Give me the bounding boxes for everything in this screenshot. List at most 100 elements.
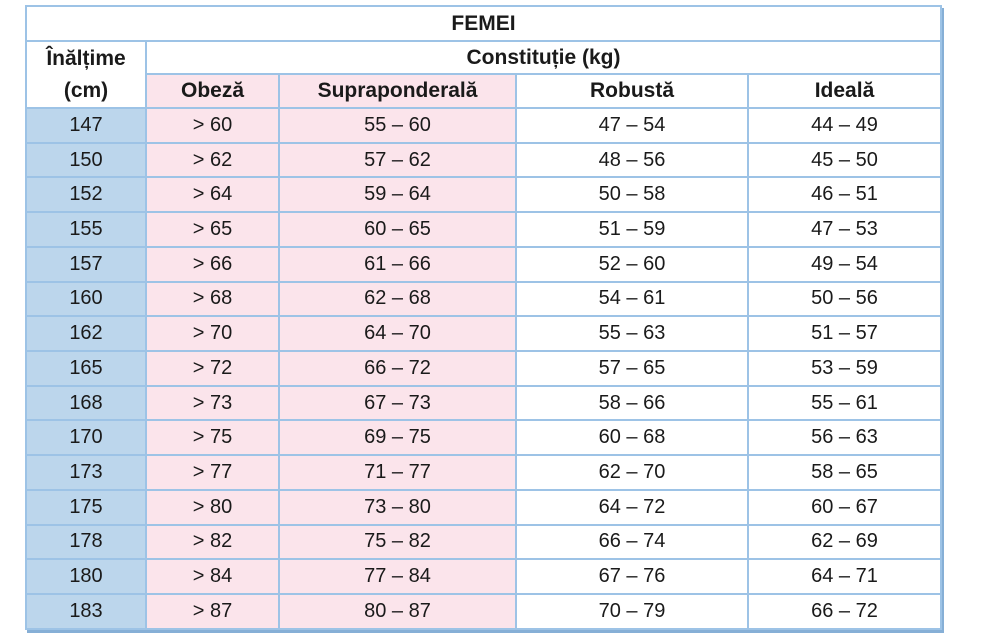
supraponderala-cell: 64 – 70	[278, 315, 517, 353]
table-row: 152 > 64 59 – 64 50 – 58 46 – 51	[25, 176, 942, 214]
obeza-cell: > 77	[145, 454, 280, 491]
robusta-cell: 50 – 58	[515, 176, 749, 214]
supraponderala-cell: 62 – 68	[278, 280, 517, 318]
obeza-cell: > 73	[145, 384, 280, 422]
table-row: 157 > 66 61 – 66 52 – 60 49 – 54	[25, 245, 942, 283]
height-label-line2: (cm)	[63, 78, 109, 102]
obeza-cell: > 68	[145, 280, 280, 318]
ideala-cell: 56 – 63	[747, 419, 942, 457]
supraponderala-cell: 55 – 60	[278, 107, 517, 144]
height-cell: 178	[25, 523, 147, 561]
supraponderala-cell: 60 – 65	[278, 211, 517, 248]
robusta-cell: 55 – 63	[515, 315, 749, 353]
table-row: 160 > 68 62 – 68 54 – 61 50 – 56	[25, 280, 942, 318]
height-label-line1: Înălțime	[46, 47, 126, 70]
height-cell: 180	[25, 558, 147, 596]
robusta-cell: 64 – 72	[515, 488, 749, 526]
ideala-cell: 62 – 69	[747, 523, 942, 561]
ideala-cell: 50 – 56	[747, 280, 942, 318]
robusta-cell: 70 – 79	[515, 593, 749, 630]
obeza-cell: > 62	[145, 141, 280, 179]
table-row: 168 > 73 67 – 73 58 – 66 55 – 61	[25, 384, 942, 422]
obeza-cell: > 87	[145, 593, 280, 630]
supraponderala-cell: 66 – 72	[278, 350, 517, 387]
obeza-cell: > 70	[145, 315, 280, 353]
ideala-cell: 46 – 51	[747, 176, 942, 214]
height-cell: 155	[25, 211, 147, 248]
height-cell: 152	[25, 176, 147, 214]
col-header-supraponderala: Supraponderală	[278, 73, 517, 109]
supraponderala-cell: 73 – 80	[278, 488, 517, 526]
height-cell: 173	[25, 454, 147, 491]
ideala-cell: 44 – 49	[747, 107, 942, 144]
obeza-cell: > 60	[145, 107, 280, 144]
table-row: 170 > 75 69 – 75 60 – 68 56 – 63	[25, 419, 942, 457]
obeza-cell: > 84	[145, 558, 280, 596]
header-row-columns: Obeză Supraponderală Robustă Ideală	[26, 73, 942, 109]
ideala-cell: 53 – 59	[747, 350, 942, 387]
weight-constitution-table: FEMEI Înălțime (cm) Constituție (kg) Obe…	[25, 5, 942, 630]
obeza-cell: > 66	[145, 245, 280, 283]
supraponderala-cell: 75 – 82	[278, 523, 517, 561]
robusta-cell: 54 – 61	[515, 280, 749, 318]
height-cell: 150	[25, 141, 147, 179]
ideala-cell: 55 – 61	[747, 384, 942, 422]
robusta-cell: 48 – 56	[515, 141, 749, 179]
table-row: 147 > 60 55 – 60 47 – 54 44 – 49	[25, 107, 942, 144]
table-row: 180 > 84 77 – 84 67 – 76 64 – 71	[25, 558, 942, 596]
obeza-cell: > 80	[145, 488, 280, 526]
ideala-cell: 47 – 53	[747, 211, 942, 248]
table-row: 162 > 70 64 – 70 55 – 63 51 – 57	[25, 315, 942, 353]
table-row: 150 > 62 57 – 62 48 – 56 45 – 50	[25, 141, 942, 179]
robusta-cell: 51 – 59	[515, 211, 749, 248]
supraponderala-cell: 67 – 73	[278, 384, 517, 422]
height-cell: 147	[25, 107, 147, 144]
ideala-cell: 64 – 71	[747, 558, 942, 596]
ideala-cell: 49 – 54	[747, 245, 942, 283]
ideala-cell: 51 – 57	[747, 315, 942, 353]
ideala-cell: 60 – 67	[747, 488, 942, 526]
robusta-cell: 66 – 74	[515, 523, 749, 561]
supraponderala-cell: 69 – 75	[278, 419, 517, 457]
height-cell: 157	[25, 245, 147, 283]
obeza-cell: > 82	[145, 523, 280, 561]
col-header-ideala: Ideală	[747, 73, 942, 109]
height-column-header: Înălțime (cm)	[25, 40, 147, 109]
supraponderala-cell: 80 – 87	[278, 593, 517, 630]
robusta-cell: 60 – 68	[515, 419, 749, 457]
robusta-cell: 62 – 70	[515, 454, 749, 491]
height-cell: 183	[25, 593, 147, 630]
table-title: FEMEI	[25, 5, 942, 42]
height-cell: 160	[25, 280, 147, 318]
robusta-cell: 58 – 66	[515, 384, 749, 422]
ideala-cell: 45 – 50	[747, 141, 942, 179]
table-row: 175 > 80 73 – 80 64 – 72 60 – 67	[25, 488, 942, 526]
table-row: 173 > 77 71 – 77 62 – 70 58 – 65	[25, 454, 942, 491]
obeza-cell: > 75	[145, 419, 280, 457]
height-cell: 168	[25, 384, 147, 422]
robusta-cell: 47 – 54	[515, 107, 749, 144]
robusta-cell: 67 – 76	[515, 558, 749, 596]
robusta-cell: 52 – 60	[515, 245, 749, 283]
col-header-robusta: Robustă	[515, 73, 749, 109]
height-cell: 170	[25, 419, 147, 457]
height-cell: 175	[25, 488, 147, 526]
obeza-cell: > 72	[145, 350, 280, 387]
obeza-cell: > 65	[145, 211, 280, 248]
table-row: 165 > 72 66 – 72 57 – 65 53 – 59	[25, 350, 942, 387]
table-row: 155 > 65 60 – 65 51 – 59 47 – 53	[25, 211, 942, 248]
obeza-cell: > 64	[145, 176, 280, 214]
height-cell: 165	[25, 350, 147, 387]
supraponderala-cell: 61 – 66	[278, 245, 517, 283]
table-body: 147 > 60 55 – 60 47 – 54 44 – 49 150 > 62 57 – …	[25, 107, 942, 630]
title-row: FEMEI	[25, 5, 942, 42]
constitution-header: Constituție (kg)	[145, 40, 942, 75]
robusta-cell: 57 – 65	[515, 350, 749, 387]
supraponderala-cell: 77 – 84	[278, 558, 517, 596]
header-row-group: Înălțime (cm) Constituție (kg)	[25, 40, 942, 109]
supraponderala-cell: 71 – 77	[278, 454, 517, 491]
supraponderala-cell: 57 – 62	[278, 141, 517, 179]
height-cell: 162	[25, 315, 147, 353]
supraponderala-cell: 59 – 64	[278, 176, 517, 214]
